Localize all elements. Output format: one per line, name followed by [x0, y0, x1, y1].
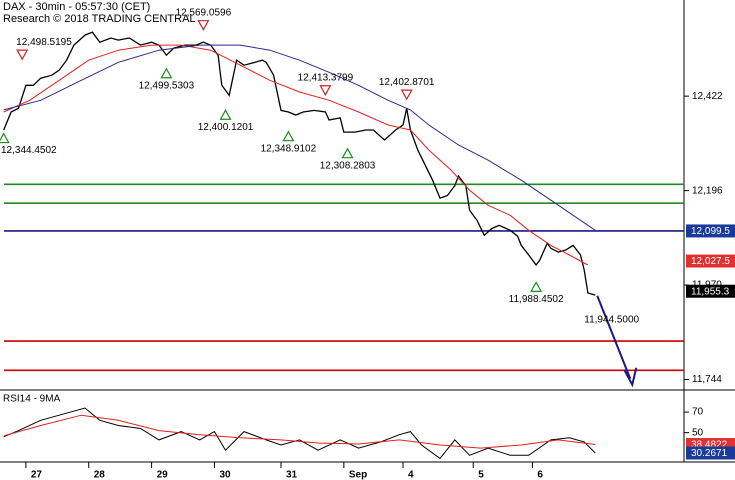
low-marker: [0, 132, 10, 144]
annotation-label: 12,413.3799: [298, 72, 354, 83]
annotation-label: 12,402.8701: [379, 77, 435, 88]
price-tag: [686, 284, 735, 298]
x-tick-label: 27: [31, 470, 43, 480]
x-tick-label: 30: [219, 470, 231, 480]
low-marker: [160, 67, 173, 79]
annotation-label: 12,348.9102: [261, 143, 317, 154]
price-tag-label: 30.2671: [691, 448, 728, 459]
price-tag-label: 11,955.3: [691, 286, 730, 297]
y-tick-label: 50: [692, 427, 704, 438]
x-tick-label: 6: [537, 470, 543, 480]
y-tick-label: 70: [692, 407, 704, 418]
y-tick-label: 11,744: [692, 374, 722, 385]
annotation-label: 12,569.0596: [176, 7, 232, 18]
low-marker: [530, 281, 543, 292]
x-tick-label: 31: [286, 470, 298, 480]
x-tick-label: 5: [478, 470, 484, 480]
chart-subtitle: Research © 2018 TRADING CENTRAL: [3, 13, 196, 25]
price-tag: [686, 446, 735, 460]
panel-title: RSI14 - 9MA: [3, 394, 61, 405]
x-tick-label: Sep: [349, 470, 367, 480]
x-tick-label: 4: [408, 470, 414, 480]
series-line: [3, 44, 589, 266]
price-tag: [686, 224, 735, 238]
series-line: [3, 31, 596, 296]
high-marker: [400, 89, 413, 101]
annotation-label: 12,308.2803: [320, 160, 376, 171]
forecast-arrow: [596, 295, 632, 380]
x-tick-label: 28: [94, 470, 106, 480]
low-marker: [219, 109, 232, 120]
series-line: [3, 414, 596, 449]
low-marker: [341, 147, 354, 159]
high-marker: [16, 49, 29, 61]
forecast-arrowhead: [623, 367, 638, 388]
annotation-label: 11,944.5000: [584, 314, 639, 325]
price-tag-label: 12,027.5: [691, 256, 730, 267]
price-tag-label: 38.4822: [691, 440, 728, 451]
series-line: [3, 407, 596, 460]
annotation-label: 12,499.5303: [139, 80, 195, 91]
y-tick-label: 12,422: [692, 91, 723, 102]
x-tick-label: 29: [157, 470, 169, 480]
annotation-label: 12,498.5195: [16, 37, 72, 48]
low-marker: [282, 130, 295, 142]
high-marker: [197, 20, 210, 31]
annotation-label: 12,400.1201: [198, 122, 254, 133]
high-marker: [319, 85, 332, 96]
annotation-label: 11,988.4502: [509, 294, 564, 305]
series-line: [3, 44, 596, 231]
chart-title: DAX - 30min - 05:57:30 (CET): [3, 1, 150, 13]
y-tick-label: 12,196: [692, 185, 723, 196]
annotation-label: 12,344.4502: [1, 145, 57, 156]
price-tag: [686, 254, 735, 268]
price-tag-label: 12,099.5: [691, 226, 730, 237]
